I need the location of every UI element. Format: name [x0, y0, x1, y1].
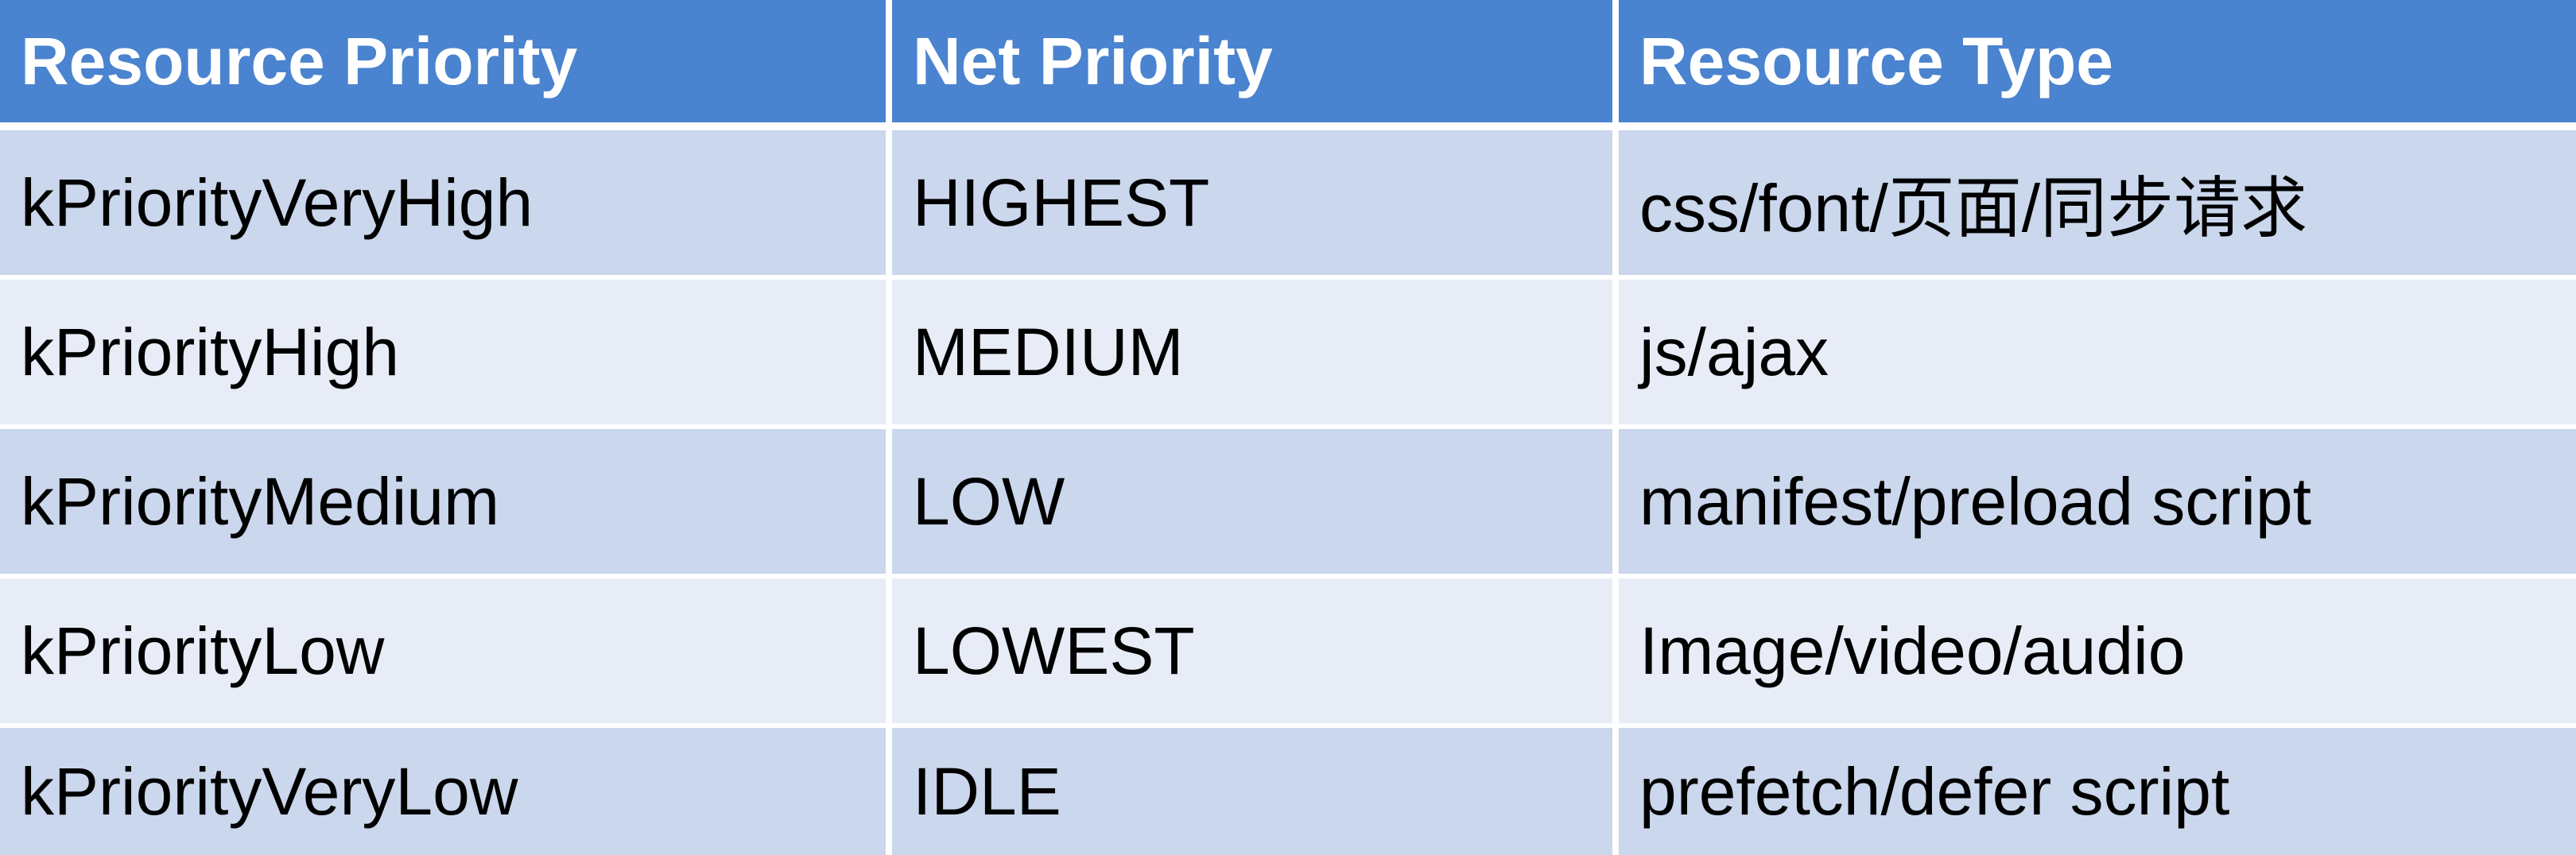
header-resource-priority: Resource Priority [0, 0, 886, 122]
table-cell: manifest/preload script [1619, 429, 2576, 574]
table-cell: kPriorityVeryLow [0, 728, 886, 855]
table-cell: MEDIUM [892, 280, 1612, 424]
table-cell: kPriorityHigh [0, 280, 886, 424]
table-cell: js/ajax [1619, 280, 2576, 424]
table-cell: HIGHEST [892, 130, 1612, 275]
table-cell: kPriorityMedium [0, 429, 886, 574]
header-resource-type: Resource Type [1619, 0, 2576, 122]
table-cell: LOW [892, 429, 1612, 574]
table-cell: Image/video/audio [1619, 578, 2576, 723]
table-cell: css/font/页面/同步请求 [1619, 130, 2576, 275]
header-net-priority: Net Priority [892, 0, 1612, 122]
table-cell: kPriorityVeryHigh [0, 130, 886, 275]
table-cell: prefetch/defer script [1619, 728, 2576, 855]
table-cell: IDLE [892, 728, 1612, 855]
table-cell: kPriorityLow [0, 578, 886, 723]
table-cell: LOWEST [892, 578, 1612, 723]
